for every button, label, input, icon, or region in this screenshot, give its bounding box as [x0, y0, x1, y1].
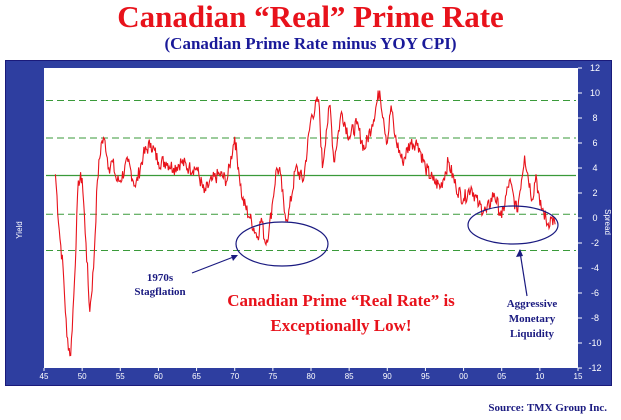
- y-tick-label: -12: [588, 363, 601, 373]
- y-tick-label: 6: [592, 138, 597, 148]
- chart-subtitle: (Canadian Prime Rate minus YOY CPI): [164, 34, 457, 53]
- y-axis-label-right: Spread: [603, 209, 612, 235]
- liquidity-line-2: Monetary: [509, 313, 556, 325]
- y-tick-label: -6: [591, 288, 599, 298]
- x-tick-label: 00: [459, 372, 468, 381]
- chart-title: Canadian “Real” Prime Rate: [117, 0, 504, 34]
- x-tick-label: 95: [421, 372, 430, 381]
- x-tick-label: 50: [78, 372, 87, 381]
- y-tick-label: -10: [588, 338, 601, 348]
- liquidity-line-1: Aggressive: [507, 298, 558, 310]
- center-annotation-line-1: Canadian Prime “Real Rate” is: [227, 291, 455, 310]
- liquidity-line-3: Liquidity: [510, 328, 555, 340]
- reference-lines: [46, 100, 576, 251]
- x-tick-label: 15: [574, 372, 583, 381]
- series-line: [54, 90, 556, 357]
- x-tick-label: 65: [192, 372, 201, 381]
- x-tick-label: 55: [116, 372, 125, 381]
- x-tick-label: 05: [497, 372, 506, 381]
- x-tick-label: 10: [535, 372, 544, 381]
- liquidity-arrow: [519, 251, 528, 297]
- y-tick-label: 12: [590, 63, 600, 73]
- y-tick-label: 0: [592, 213, 597, 223]
- x-tick-label: 85: [345, 372, 354, 381]
- x-tick-label: 80: [307, 372, 316, 381]
- y-tick-label: -8: [591, 313, 599, 323]
- stagflation-line-2: Stagflation: [134, 286, 185, 298]
- center-annotation-line-2: Exceptionally Low!: [270, 316, 411, 335]
- y-tick-label: -4: [591, 263, 599, 273]
- x-tick-label: 90: [383, 372, 392, 381]
- stagflation-line-1: 1970s: [147, 272, 174, 284]
- y-tick-label: 2: [592, 188, 597, 198]
- y-tick-label: -2: [591, 238, 599, 248]
- y-axis-label-left: Yield: [15, 221, 24, 239]
- source-note: Source: TMX Group Inc.: [488, 402, 607, 414]
- y-tick-label: 10: [590, 88, 600, 98]
- liquidity-ellipse: [467, 205, 559, 245]
- x-axis-ticks: 45 50 55 60 65 70 75 80 85 90 95 00 05 10 15: [40, 368, 583, 381]
- y-tick-label: 8: [592, 113, 597, 123]
- y-tick-label: 4: [592, 163, 597, 173]
- liquidity-arrowhead: [516, 249, 523, 257]
- stagflation-arrow: [191, 255, 237, 274]
- x-tick-label: 60: [154, 372, 163, 381]
- y-axis-ticks: 12 10 8 6 4 2 0 -2 -4 -6 -8 -10 -12: [578, 63, 602, 373]
- x-tick-label: 75: [268, 372, 277, 381]
- stagflation-arrowhead: [231, 255, 238, 261]
- x-tick-label: 70: [230, 372, 239, 381]
- x-tick-label: 45: [40, 372, 49, 381]
- stagflation-ellipse: [235, 221, 329, 267]
